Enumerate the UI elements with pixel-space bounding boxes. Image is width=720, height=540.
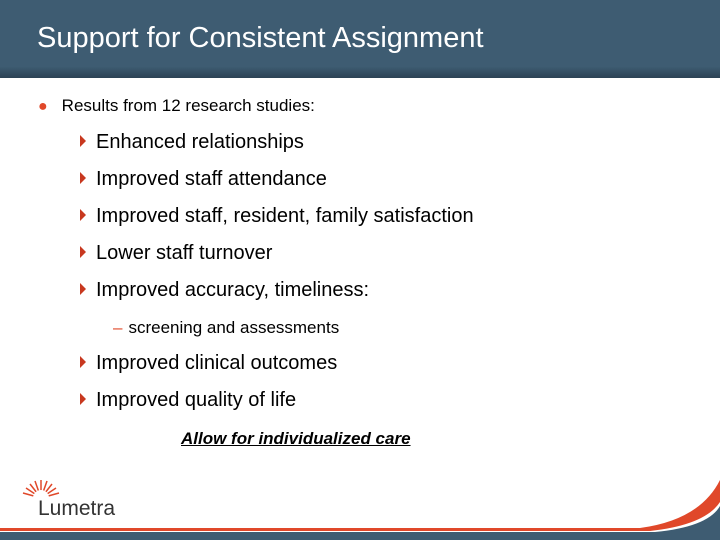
logo-text: Lumetra — [38, 497, 116, 520]
list-item: Lower staff turnover — [80, 242, 272, 265]
list-item: Improved clinical outcomes — [80, 352, 337, 375]
dash-bullet-icon: – — [113, 318, 123, 337]
title-bar: Support for Consistent Assignment — [0, 0, 720, 78]
bullet-lead: ● Results from 12 research studies: — [38, 96, 315, 116]
slide-title: Support for Consistent Assignment — [37, 22, 484, 54]
emphasis-text: Allow for individualized care — [181, 429, 411, 448]
item-text: Improved accuracy, timeliness: — [96, 279, 370, 301]
arrow-bullet-icon — [80, 172, 86, 184]
list-item: Improved staff attendance — [80, 168, 327, 191]
list-item: Improved quality of life — [80, 389, 296, 412]
item-text: Enhanced relationships — [96, 131, 304, 153]
list-item: Improved accuracy, timeliness: — [80, 279, 369, 302]
item-text: Improved clinical outcomes — [96, 352, 338, 374]
arrow-bullet-icon — [80, 135, 86, 147]
item-text: Improved quality of life — [96, 389, 297, 411]
item-text: Lower staff turnover — [96, 242, 273, 264]
bullet-text: Results from 12 research studies: — [61, 96, 315, 115]
arrow-bullet-icon — [80, 209, 86, 221]
item-text: Improved staff attendance — [96, 168, 327, 190]
sunburst-logo-icon — [22, 480, 60, 500]
arrow-bullet-icon — [80, 246, 86, 258]
arrow-bullet-icon — [80, 283, 86, 295]
sub-item-text: screening and assessments — [128, 318, 340, 337]
arrow-bullet-icon — [80, 356, 86, 368]
arrow-bullet-icon — [80, 393, 86, 405]
item-text: Improved staff, resident, family satisfa… — [96, 205, 474, 227]
bullet-dot-icon: ● — [38, 98, 48, 115]
list-item: Improved staff, resident, family satisfa… — [80, 205, 474, 228]
sub-item: – screening and assessments — [113, 318, 339, 338]
footer-swoosh — [0, 480, 720, 540]
list-item: Enhanced relationships — [80, 131, 304, 154]
